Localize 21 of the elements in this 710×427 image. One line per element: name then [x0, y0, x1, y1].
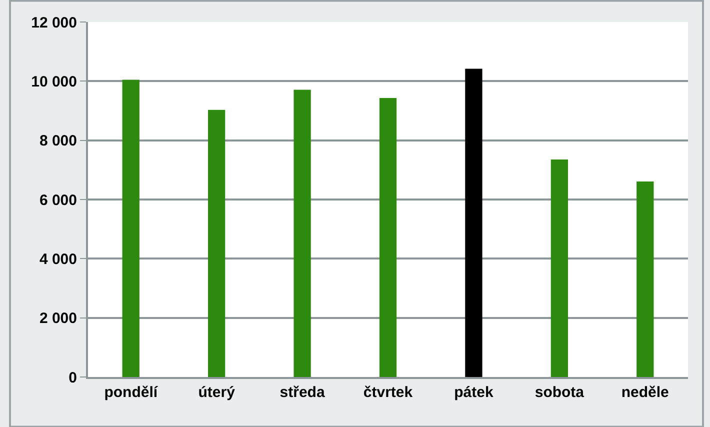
y-tick-label: 0 — [68, 369, 77, 386]
bar — [294, 90, 311, 377]
bar — [379, 98, 397, 377]
x-tick-label: středa — [280, 384, 326, 401]
y-tick-label: 8 000 — [39, 132, 77, 150]
bar — [636, 181, 654, 377]
bar — [550, 160, 568, 377]
bar — [465, 68, 482, 377]
bar — [122, 80, 140, 377]
x-tick-label: pondělí — [104, 384, 158, 401]
y-tick-label: 10 000 — [31, 73, 77, 90]
x-tick-label: sobota — [534, 384, 585, 401]
y-tick-label: 4 000 — [39, 250, 77, 268]
x-tick-label: úterý — [198, 384, 236, 401]
bar — [208, 110, 226, 377]
y-tick-label: 12 000 — [31, 14, 77, 32]
y-tick-label: 2 000 — [39, 310, 77, 328]
x-tick-label: čtvrtek — [363, 384, 414, 401]
y-tick-label: 6 000 — [39, 192, 77, 209]
x-tick-label: neděle — [621, 384, 669, 401]
x-tick-label: pátek — [454, 384, 494, 401]
